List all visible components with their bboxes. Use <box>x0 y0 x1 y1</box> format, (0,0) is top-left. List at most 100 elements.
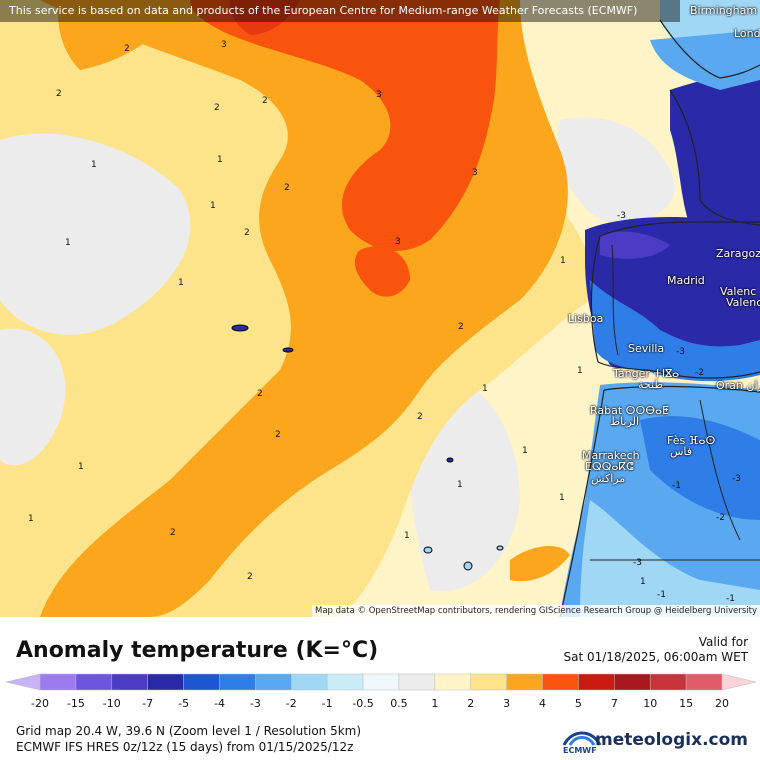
color-scale-tick-label: -7 <box>142 697 154 710</box>
city-zaragoza: Zaragoz <box>716 247 760 260</box>
color-scale-box <box>398 673 436 691</box>
color-scale-tick-label: -3 <box>249 697 261 710</box>
color-scale-tick-label: -20 <box>31 697 49 710</box>
contour-label: -3 <box>732 474 741 484</box>
color-scale-box <box>326 673 364 691</box>
color-scale-bar <box>5 673 757 691</box>
city-marrakech-tifinagh: ⵎⵕⵕⴰⴽⵛ <box>585 460 634 473</box>
city-tanger-arabic: طنجة <box>638 378 664 391</box>
city-fes-arabic: فاس <box>670 445 693 458</box>
color-scale-box <box>470 673 507 691</box>
color-scale-tick-label: 10 <box>643 697 658 710</box>
contour-label: 3 <box>376 90 382 100</box>
contour-label: -2 <box>716 513 725 523</box>
city-madrid: Madrid <box>667 274 705 287</box>
contour-label: 2 <box>275 430 281 440</box>
city-birmingham: Birmingham <box>690 4 758 17</box>
contour-label: 1 <box>522 446 528 456</box>
color-scale-box <box>183 673 220 691</box>
city-valencia-1: Valenc <box>720 285 757 298</box>
contour-label: -3 <box>633 558 642 568</box>
contour-label: -3 <box>617 211 626 221</box>
contour-label: 2 <box>257 389 263 399</box>
color-scale-tick-label: -1 <box>321 697 333 710</box>
contour-label: 1 <box>559 493 565 503</box>
contour-label: -3 <box>676 347 685 357</box>
color-scale-box <box>434 673 471 691</box>
color-scale-box <box>39 673 77 691</box>
contour-label: 3 <box>472 168 478 178</box>
city-rabat-arabic: الرباط <box>610 415 640 428</box>
color-scale-tick-label: 15 <box>679 697 694 710</box>
valid-time: Sat 01/18/2025, 06:00am WET <box>563 650 749 664</box>
contour-label: 1 <box>65 238 71 248</box>
contour-label: 1 <box>210 201 216 211</box>
color-scale-box <box>578 673 615 691</box>
contour-label: 1 <box>640 577 646 587</box>
contour-label: 2 <box>284 183 290 193</box>
data-source-banner: This service is based on data and produc… <box>0 0 680 22</box>
city-tanger: Tanger ⵜⵏⴵⴰ <box>613 367 680 380</box>
contour-label: 2 <box>262 96 268 106</box>
color-scale-box <box>75 673 113 691</box>
color-scale-tick-label: 7 <box>610 697 618 710</box>
valid-label: Valid for <box>698 635 748 649</box>
color-scale-box <box>147 673 184 691</box>
anomaly-map[interactable]: This service is based on data and produc… <box>0 0 760 617</box>
contour-label: 1 <box>577 366 583 376</box>
color-scale-box <box>685 673 723 691</box>
color-scale-box <box>614 673 651 691</box>
color-scale-box <box>542 673 579 691</box>
contour-label: 1 <box>560 256 566 266</box>
contour-label: 3 <box>221 40 227 50</box>
contour-label: 3 <box>395 237 401 247</box>
color-scale-min-arrow <box>5 673 41 691</box>
contour-label: 1 <box>178 278 184 288</box>
color-scale-tick-label: -5 <box>178 697 190 710</box>
color-scale-tick-label: 0.5 <box>390 697 408 710</box>
contour-label: 2 <box>417 412 423 422</box>
contour-label: -1 <box>657 590 666 600</box>
city-fes: Fès ⴼⴰⵙ <box>667 434 716 447</box>
color-scale-tick-label: -10 <box>102 697 121 710</box>
city-marrakech: Marrakech <box>582 449 640 462</box>
city-sevilla: Sevilla <box>628 342 665 355</box>
color-scale-tick-label: 2 <box>467 697 475 710</box>
map-canvas <box>0 0 760 617</box>
legend-title: Anomaly temperature (K=°C) <box>16 638 379 663</box>
color-scale-tick-label: 5 <box>574 697 582 710</box>
contour-label: 1 <box>482 384 488 394</box>
color-scale-tick-label: -4 <box>213 697 225 710</box>
color-scale-box <box>111 673 148 691</box>
contour-label: 2 <box>458 322 464 332</box>
meteologix-brand-link[interactable]: meteologix.com <box>595 730 748 750</box>
ecmwf-label: ECMWF <box>563 746 597 755</box>
color-scale-box <box>291 673 328 691</box>
color-scale-tick-label: 20 <box>715 697 729 710</box>
contour-label: 2 <box>56 89 62 99</box>
contour-label: -1 <box>726 594 735 604</box>
color-scale-tick-label: 3 <box>503 697 511 710</box>
contour-label: 1 <box>28 514 34 524</box>
color-scale-box <box>255 673 292 691</box>
color-scale-box <box>219 673 256 691</box>
color-scale-tick-label: -0.5 <box>352 697 374 710</box>
color-scale-box <box>506 673 543 691</box>
contour-label: 1 <box>78 462 84 472</box>
city-oran: Oran وهران <box>716 379 760 392</box>
contour-label: 2 <box>214 103 220 113</box>
contour-label: 1 <box>404 531 410 541</box>
contour-label: -2 <box>695 368 704 378</box>
city-rabat: Rabat ⵔⵔⴱⴰⵟ <box>590 404 669 417</box>
contour-label: 1 <box>457 480 463 490</box>
ecmwf-logo-icon[interactable] <box>560 725 604 757</box>
contour-label: 2 <box>244 228 250 238</box>
contour-label: 1 <box>217 155 223 165</box>
color-scale-tick-label: -15 <box>66 697 85 710</box>
city-lisboa: Lisboa <box>568 312 604 325</box>
color-scale-tick-label: 1 <box>431 697 439 710</box>
city-marrakech-arabic: مراكش <box>591 472 626 485</box>
contour-label: 2 <box>170 528 176 538</box>
model-info: ECMWF IFS HRES 0z/12z (15 days) from 01/… <box>16 740 354 754</box>
color-scale-max-arrow <box>721 673 757 691</box>
